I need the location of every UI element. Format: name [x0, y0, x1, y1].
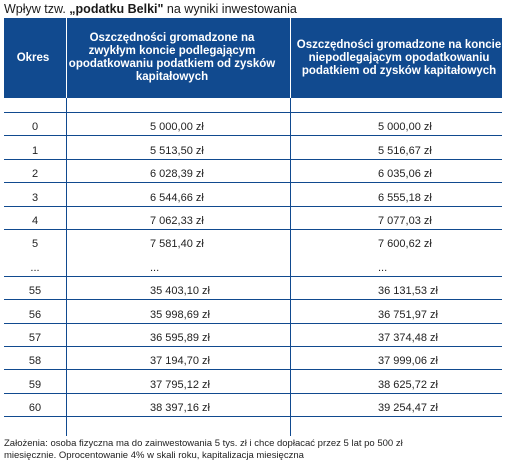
- cell-period: 58: [28, 355, 42, 368]
- cell-period: 57: [28, 331, 42, 344]
- table-title: Wpływ tzw. „podatku Belki" na wyniki inw…: [4, 2, 297, 16]
- title-bold: „podatku Belki": [69, 2, 164, 16]
- cell-taxed: 35 998,69 zł: [150, 308, 210, 321]
- cell-taxed: 38 397,16 zł: [150, 402, 210, 415]
- title-prefix: Wpływ tzw.: [4, 2, 70, 16]
- table-body: 0 5 000,00 zł 5 000,00 zł 1 5 513,50 zł …: [4, 98, 502, 418]
- table-header: Okres Oszczędności gromadzone na zwykłym…: [4, 18, 502, 98]
- cell-period: 2: [31, 168, 39, 181]
- cell-taxed: 5 000,00 zł: [150, 121, 204, 134]
- table-row: [4, 98, 502, 113]
- cell-untaxed: 39 254,47 zł: [378, 402, 438, 415]
- cell-untaxed: 36 131,53 zł: [378, 285, 438, 298]
- cell-taxed: 7 581,40 zł: [150, 238, 204, 251]
- title-suffix: na wyniki inwestowania: [163, 2, 297, 16]
- header-divider: [66, 18, 67, 98]
- cell-untaxed: 37 374,48 zł: [378, 331, 438, 344]
- cell-untaxed: 38 625,72 zł: [378, 378, 438, 391]
- table-row: 57 36 595,89 zł 37 374,48 zł: [4, 324, 502, 348]
- cell-untaxed: 6 035,06 zł: [378, 168, 432, 181]
- assumptions-note: Założenia: osoba fizyczna ma do zainwest…: [4, 438, 504, 462]
- table-row-ellipsis: ... ... ...: [4, 253, 502, 278]
- table-row: 0 5 000,00 zł 5 000,00 zł: [4, 113, 502, 137]
- cell-taxed: 35 403,10 zł: [150, 285, 210, 298]
- cell-untaxed: 5 000,00 zł: [378, 121, 432, 134]
- cell-taxed: 37 795,12 zł: [150, 378, 210, 391]
- assumptions-line-1: Założenia: osoba fizyczna ma do zainwest…: [4, 438, 403, 449]
- cell-period: ...: [30, 261, 40, 274]
- table-row: 2 6 028,39 zł 6 035,06 zł: [4, 160, 502, 184]
- cell-taxed: 7 062,33 zł: [150, 214, 204, 227]
- table-row: 59 37 795,12 zł 38 625,72 zł: [4, 370, 502, 395]
- assumptions-line-2: miesięcznie. Oprocentowanie 4% w skali r…: [4, 450, 304, 461]
- cell-period: 55: [28, 285, 42, 298]
- column-header-untaxed: Oszczędności gromadzone na koncie niepod…: [296, 38, 502, 77]
- table-row: 60 38 397,16 zł 39 254,47 zł: [4, 394, 502, 418]
- cell-period: 1: [31, 144, 39, 157]
- cell-period: 5: [31, 238, 39, 251]
- cell-untaxed: 7 600,62 zł: [378, 238, 432, 251]
- cell-period: 4: [31, 214, 39, 227]
- cell-untaxed: 7 077,03 zł: [378, 214, 432, 227]
- table-row: 3 6 544,66 zł 6 555,18 zł: [4, 183, 502, 207]
- header-divider: [290, 18, 291, 98]
- table-row: 1 5 513,50 zł 5 516,67 zł: [4, 136, 502, 161]
- cell-untaxed: 5 516,67 zł: [378, 144, 432, 157]
- cell-taxed: 37 194,70 zł: [150, 355, 210, 368]
- column-divider: [290, 98, 291, 436]
- cell-untaxed: 6 555,18 zł: [378, 191, 432, 204]
- column-header-taxed: Oszczędności gromadzone na zwykłym konci…: [68, 32, 276, 83]
- cell-period: 59: [28, 378, 42, 391]
- cell-untaxed: ...: [378, 261, 388, 274]
- cell-period: 60: [28, 402, 42, 415]
- cell-taxed: 36 595,89 zł: [150, 331, 210, 344]
- cell-taxed: ...: [150, 261, 160, 274]
- cell-taxed: 6 028,39 zł: [150, 168, 204, 181]
- table-row: 5 7 581,40 zł 7 600,62 zł: [4, 230, 502, 253]
- cell-untaxed: 36 751,97 zł: [378, 308, 438, 321]
- column-header-period: Okres: [16, 51, 50, 64]
- cell-period: 3: [31, 191, 39, 204]
- table-row: 58 37 194,70 zł 37 999,06 zł: [4, 347, 502, 371]
- cell-period: 56: [28, 308, 42, 321]
- column-divider: [66, 98, 67, 436]
- table-row: 4 7 062,33 zł 7 077,03 zł: [4, 207, 502, 231]
- cell-taxed: 5 513,50 zł: [150, 144, 204, 157]
- cell-untaxed: 37 999,06 zł: [378, 355, 438, 368]
- table-row: 56 35 998,69 zł 36 751,97 zł: [4, 300, 502, 324]
- cell-period: 0: [31, 121, 39, 134]
- table-row: 55 35 403,10 zł 36 131,53 zł: [4, 277, 502, 301]
- cell-taxed: 6 544,66 zł: [150, 191, 204, 204]
